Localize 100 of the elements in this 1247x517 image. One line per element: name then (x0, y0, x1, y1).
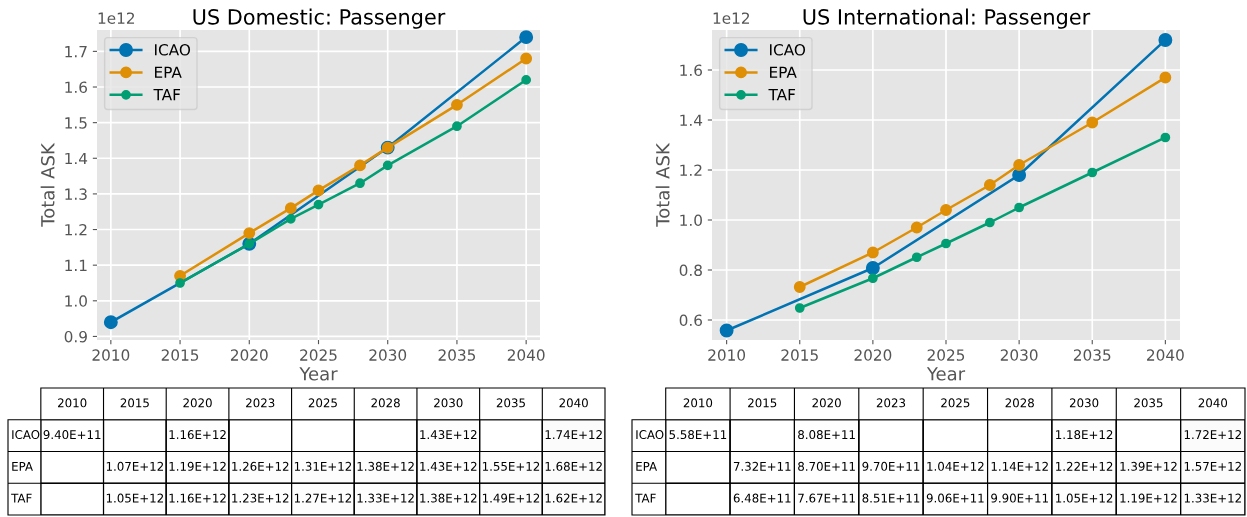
point (1160, 132, 1171, 143)
point (794, 303, 805, 313)
point (243, 227, 256, 240)
x-axis-title: Year (926, 367, 966, 381)
data-label: 1.33E+12 (357, 493, 414, 503)
data-label: 9.40E+11 (43, 430, 101, 440)
x-tick-label: 2010 (708, 349, 746, 361)
data-label: 9.06E+11 (926, 493, 984, 503)
data-label: 1.18E+12 (1056, 430, 1113, 440)
data-label: 1.16E+12 (169, 430, 226, 440)
x-tick-label: 2035 (438, 349, 476, 361)
y-tick-label: TAF (11, 493, 32, 503)
data-label: 1.19E+12 (169, 461, 226, 471)
data-label: 7.67E+11 (798, 493, 855, 503)
y-axis-title: Total ASK (40, 142, 55, 227)
point (451, 98, 463, 111)
y-tick-label: ICAO (636, 430, 664, 440)
y-tick-label: EPA (636, 462, 658, 471)
x-tick-label: 2010 (683, 398, 713, 408)
y-tick-label: 1.1 (65, 259, 87, 271)
point (354, 159, 366, 172)
x-tick-label: 2028 (1005, 398, 1034, 408)
x-tick-label: 2035 (1134, 398, 1163, 408)
data-label: 9.70E+11 (862, 461, 920, 471)
x-tick-label: 2010 (92, 349, 130, 361)
data-label: 1.55E+12 (482, 461, 540, 471)
data-label: 1.27E+12 (294, 493, 352, 503)
y-tick-label: 0.8 (679, 264, 702, 277)
data-label: 8.70E+11 (798, 461, 855, 471)
point (1159, 71, 1172, 84)
data-label: 1.19E+12 (1120, 493, 1177, 503)
data-label: 8.51E+11 (862, 493, 920, 503)
data-label: 1.26E+12 (232, 461, 289, 471)
data-label: 1.16E+12 (169, 493, 226, 503)
data-label: 1.04E+12 (927, 461, 984, 471)
x-tick-label: 2035 (1073, 349, 1111, 361)
point (1086, 116, 1099, 129)
chart-title: US Domestic: Passenger (193, 8, 446, 29)
data-label: 9.90E+11 (991, 493, 1048, 503)
x-tick-label: 2030 (369, 349, 407, 361)
data-label: 1.72E+12 (1184, 430, 1241, 439)
x-tick-label: 2015 (748, 398, 777, 408)
data-label: 1.05E+12 (1056, 493, 1113, 503)
x-tick-label: 2025 (308, 398, 337, 408)
legend-label: TAF (768, 89, 796, 101)
point (940, 204, 952, 216)
y-tick-label: 0.9 (64, 330, 87, 343)
data-label: 1.05E+12 (106, 493, 164, 503)
point (520, 52, 533, 65)
x-axis-title: Year (299, 367, 338, 381)
x-tick-label: 2025 (300, 349, 337, 361)
point (868, 273, 878, 284)
data-label: 8.08E+11 (798, 430, 855, 440)
point (285, 213, 296, 224)
point (103, 315, 118, 330)
y-tick-label: 1.4 (680, 114, 703, 126)
point (910, 221, 923, 234)
data-label: 1.14E+12 (991, 461, 1048, 471)
data-label: 1.22E+12 (1056, 461, 1113, 471)
data-label: 1.62E+12 (545, 493, 602, 503)
x-tick-label: 2015 (781, 349, 818, 361)
y-tick-label: 1.6 (680, 64, 703, 77)
text: 1e12 (713, 12, 750, 24)
data-label: 7.32E+11 (733, 461, 791, 471)
y-tick-label: 1.0 (65, 295, 87, 307)
legend-label: ICAO (155, 44, 191, 56)
data-label: 1.57E+12 (1184, 461, 1241, 471)
point (719, 323, 734, 338)
data-label: 1.43E+12 (420, 430, 477, 440)
x-tick-label: 2015 (120, 398, 149, 408)
x-tick-label: 2028 (371, 398, 400, 408)
x-tick-label: 2015 (161, 349, 199, 361)
data-label: 5.58E+11 (669, 430, 727, 440)
legend-label: ICAO (770, 44, 806, 56)
x-tick-label: 2030 (434, 398, 463, 408)
y-axis-title: Total ASK (655, 142, 670, 227)
x-tick-label: 2025 (927, 349, 965, 361)
x-tick-label: 2020 (812, 398, 841, 408)
y-tick-label: 1.2 (65, 224, 87, 236)
data-label: 1.39E+12 (1120, 461, 1177, 471)
data-label: 1.74E+12 (545, 430, 602, 439)
data-label: 1.68E+12 (545, 461, 602, 471)
y-tick-label: 1.5 (65, 117, 87, 129)
chart-title: US International: Passenger (803, 8, 1091, 29)
point (983, 179, 996, 191)
y-tick-label: 1.0 (680, 214, 702, 227)
x-tick-label: 2030 (1069, 398, 1099, 408)
point (519, 30, 534, 45)
x-tick-label: 2040 (1147, 349, 1184, 361)
data-label: 1.38E+12 (357, 461, 414, 471)
point (1014, 202, 1024, 213)
y-tick-label: ICAO (12, 430, 40, 440)
x-tick-label: 2040 (507, 349, 545, 361)
x-tick-label: 2023 (876, 398, 906, 408)
data-label: 6.48E+11 (733, 493, 791, 503)
point (793, 281, 806, 293)
legend-label: EPA (770, 66, 797, 78)
x-tick-label: 2040 (559, 398, 588, 408)
data-label: 1.23E+12 (232, 493, 289, 503)
legend-label: EPA (155, 66, 182, 78)
